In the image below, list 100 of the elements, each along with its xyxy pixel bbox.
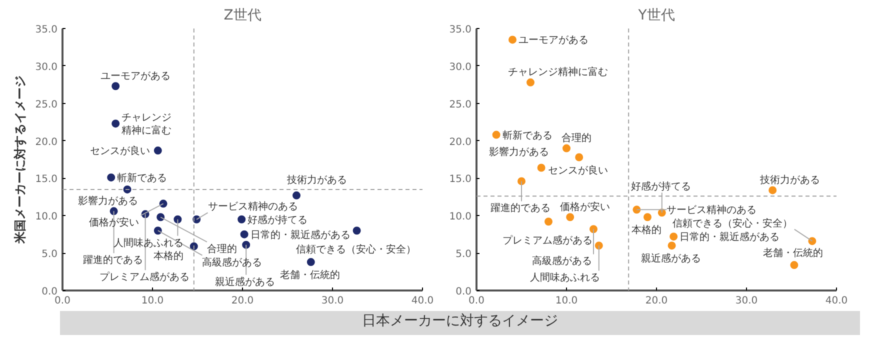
annotation: サービス精神のある [208, 200, 298, 213]
point [590, 225, 598, 234]
x-tick-label: 20.0 [645, 296, 668, 306]
annotation: 人間味あふれる [114, 236, 184, 249]
x-axis-title: 日本メーカーに対するイメージ [362, 312, 558, 331]
point [668, 242, 676, 250]
y-tick-label: 20.0 [449, 136, 472, 148]
y-tick-label: 35.0 [35, 24, 58, 36]
point [575, 153, 584, 162]
point [174, 215, 182, 224]
point [566, 213, 574, 222]
annotation: 老舗・伝統的 [280, 269, 340, 282]
y-tick-label: 10.0 [35, 212, 58, 223]
x-tick-label: 0.0 [468, 296, 484, 306]
y-axis-title: 米国メーカーに対するイメージ [13, 76, 28, 244]
point [632, 206, 641, 214]
annotation: 親近感がある [215, 276, 276, 288]
point [790, 261, 798, 270]
annotation: 日常的・親近感がある [250, 228, 350, 241]
x-tick-label: 40.0 [411, 296, 434, 306]
annotation: 本格的 [154, 250, 184, 262]
point [242, 240, 250, 249]
annotation: 合理的 [206, 242, 237, 255]
annotation: 人間味あふれる [530, 272, 600, 284]
annotation: 老舗・伝統的 [763, 247, 824, 260]
point [112, 120, 120, 128]
x-tick-label: 0.0 [54, 296, 70, 306]
annotation: 価格が安い [560, 200, 610, 213]
point [238, 215, 246, 224]
annotation: チャレンジ精神に富む [508, 66, 608, 78]
annotation: プレミアム感がある [502, 234, 592, 247]
annotation: 躍進的である [82, 254, 143, 266]
annotation: 日常的・親近感がある [680, 231, 780, 244]
point [240, 230, 248, 238]
point [110, 207, 118, 216]
point [292, 191, 300, 200]
annotation: 斬新である [117, 172, 168, 184]
annotation: 影響力がある [488, 146, 549, 158]
y-tick-label: 20.0 [35, 136, 58, 148]
y-tick-label: 0.0 [456, 286, 472, 298]
y-tick-label: 35.0 [449, 24, 472, 36]
point [544, 218, 552, 226]
annotation: 価格が安い [88, 216, 139, 228]
annotation: 高級感がある [532, 255, 592, 268]
annotation: 高級感がある [202, 256, 262, 268]
annotation: 信頼できる（安心・安全） [672, 217, 792, 230]
chart-title: Y世代 [637, 8, 675, 24]
x-tick-label: 30.0 [735, 296, 758, 306]
point [526, 78, 534, 86]
annotation: 影響力がある [78, 194, 138, 207]
point [154, 226, 162, 235]
point [508, 36, 516, 44]
point [808, 237, 816, 246]
y-tick-label: 5.0 [42, 249, 58, 260]
annotation: 技術力がある [759, 174, 820, 186]
annotation: センスが良い [548, 164, 608, 176]
annotation: 親近感がある [640, 252, 701, 265]
y-tick-label: 25.0 [449, 99, 472, 110]
annotation: チャレンジ精神に富む [122, 112, 172, 137]
x-tick-label: 30.0 [321, 296, 344, 306]
annotation: 技術力がある [286, 174, 347, 186]
annotation: 好感が持てる [248, 214, 308, 226]
annotation: 躍進的である [490, 202, 550, 214]
y-tick-label: 25.0 [35, 99, 58, 110]
y-tick-label: 0.0 [42, 286, 58, 298]
point [492, 130, 500, 139]
point [768, 186, 777, 194]
point [352, 226, 361, 235]
point [123, 185, 132, 194]
point [159, 200, 168, 208]
y-tick-label: 5.0 [456, 249, 472, 260]
annotation: サービス精神のある [666, 204, 757, 216]
y-tick-label: 10.0 [449, 212, 472, 223]
point [154, 146, 162, 155]
point [518, 177, 526, 186]
annotation: プレミアム感がある [99, 271, 190, 284]
point [562, 144, 570, 152]
x-tick-label: 10.0 [141, 296, 164, 306]
y-tick-label: 15.0 [35, 174, 58, 186]
annotation: 本格的 [632, 224, 662, 236]
annotation: ユーモアがある [518, 35, 588, 46]
annotation: 好感が持てる [630, 180, 691, 193]
y-tick-label: 30.0 [35, 62, 58, 73]
x-tick-label: 10.0 [555, 296, 578, 306]
chart-title: Z世代 [224, 8, 262, 24]
annotation: 合理的 [562, 132, 592, 144]
y-tick-label: 15.0 [449, 174, 472, 186]
annotation: 信頼できる（安心・安全） [296, 244, 416, 256]
point [112, 82, 120, 90]
annotation: 斬新である [502, 129, 552, 142]
point [537, 164, 546, 172]
x-tick-label: 20.0 [231, 296, 254, 306]
point [306, 258, 315, 266]
point [107, 173, 116, 182]
point [156, 213, 165, 222]
x-tick-label: 40.0 [825, 296, 848, 306]
annotation: ユーモアがある [100, 70, 171, 82]
y-tick-label: 30.0 [449, 62, 472, 73]
point [670, 232, 678, 241]
point [644, 213, 652, 222]
